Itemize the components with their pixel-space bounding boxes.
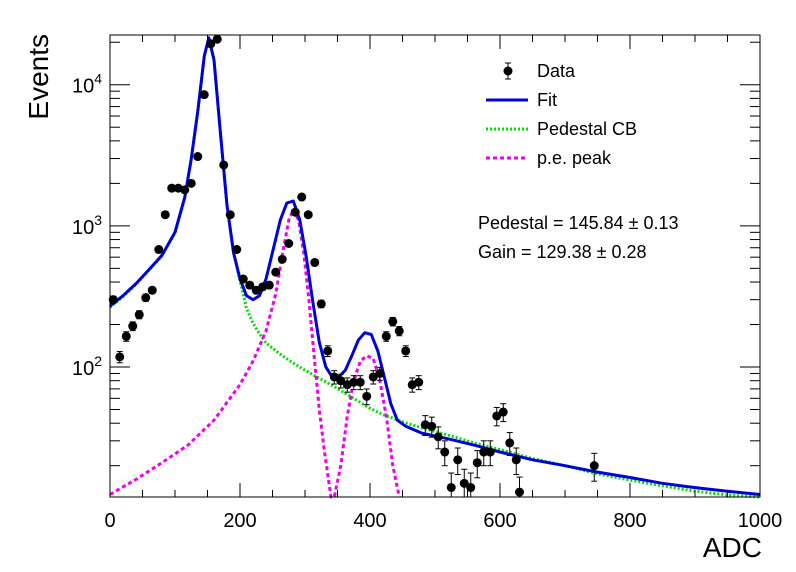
data-point	[362, 391, 372, 401]
data-point	[459, 478, 469, 488]
data-point	[180, 185, 190, 195]
data-point	[297, 192, 307, 202]
data-point	[446, 483, 456, 493]
data-point	[271, 267, 281, 277]
data-point	[167, 183, 177, 193]
x-axis: 0 200 400 600 800 1000	[104, 35, 782, 532]
data-point	[381, 331, 391, 341]
data-point	[238, 274, 248, 284]
annotation-gain: Gain = 129.38 ± 0.28	[478, 242, 647, 262]
data-point	[121, 331, 131, 341]
data-point	[147, 285, 157, 295]
data-point	[115, 352, 125, 362]
data-point	[141, 293, 151, 303]
data-point	[310, 258, 320, 268]
data-point	[375, 368, 385, 378]
y-tick-label: 102	[72, 353, 102, 380]
x-tick-label: 0	[104, 510, 115, 532]
data-point	[453, 455, 463, 465]
data-point	[264, 280, 274, 290]
data-point	[336, 376, 346, 386]
data-point	[511, 455, 521, 465]
pe-peak-curve	[109, 208, 401, 499]
data-point	[355, 377, 365, 387]
data-point	[589, 461, 599, 471]
y-axis: 102 103 104	[72, 41, 760, 467]
data-point	[219, 160, 229, 170]
data-point	[277, 254, 287, 264]
x-tick-label: 1000	[738, 510, 783, 532]
data-point	[206, 39, 216, 49]
curves-layer	[109, 36, 761, 499]
data-point	[134, 310, 144, 320]
x-tick-label: 400	[353, 510, 386, 532]
data-point	[245, 280, 255, 290]
y-axis-title: Events	[23, 34, 54, 120]
data-point	[479, 447, 489, 457]
data-point	[349, 377, 359, 387]
data-point	[485, 447, 495, 457]
legend-data-marker	[503, 66, 513, 76]
data-point	[414, 377, 424, 387]
x-tick-label: 200	[223, 510, 256, 532]
data-point	[492, 411, 502, 421]
data-point	[160, 210, 170, 220]
data-point	[303, 210, 313, 220]
data-point	[440, 447, 450, 457]
data-point	[128, 321, 138, 331]
legend-pedestal-label: Pedestal CB	[537, 119, 637, 139]
data-point	[212, 34, 222, 44]
data-point	[232, 245, 242, 255]
data-point	[401, 346, 411, 356]
data-point	[427, 421, 437, 431]
data-point	[154, 245, 164, 255]
data-point	[472, 458, 482, 468]
x-tick-label: 800	[613, 510, 646, 532]
legend-data-label: Data	[537, 61, 576, 81]
data-point	[388, 317, 398, 327]
data-point	[284, 239, 294, 249]
data-point	[323, 346, 333, 356]
data-point	[515, 487, 524, 497]
legend-fit-label: Fit	[537, 90, 557, 110]
data-point	[505, 438, 515, 448]
data-point	[290, 207, 300, 217]
legend: Data Fit Pedestal CB p.e. peak	[486, 61, 637, 168]
data-point	[186, 178, 196, 188]
data-point	[316, 299, 326, 309]
data-point	[225, 210, 235, 220]
data-point	[433, 432, 443, 442]
fit-curve	[109, 36, 761, 496]
x-axis-title: ADC	[703, 532, 762, 563]
legend-pe-peak-label: p.e. peak	[537, 148, 612, 168]
data-point	[498, 407, 508, 417]
data-point	[199, 90, 209, 100]
y-tick-label: 103	[72, 212, 102, 239]
data-point	[193, 152, 203, 162]
annotation-pedestal: Pedestal = 145.84 ± 0.13	[478, 213, 679, 233]
x-tick-label: 600	[483, 510, 516, 532]
data-points-layer	[108, 34, 599, 498]
data-point	[466, 483, 476, 493]
data-point	[394, 326, 404, 336]
y-tick-label: 104	[72, 71, 102, 98]
